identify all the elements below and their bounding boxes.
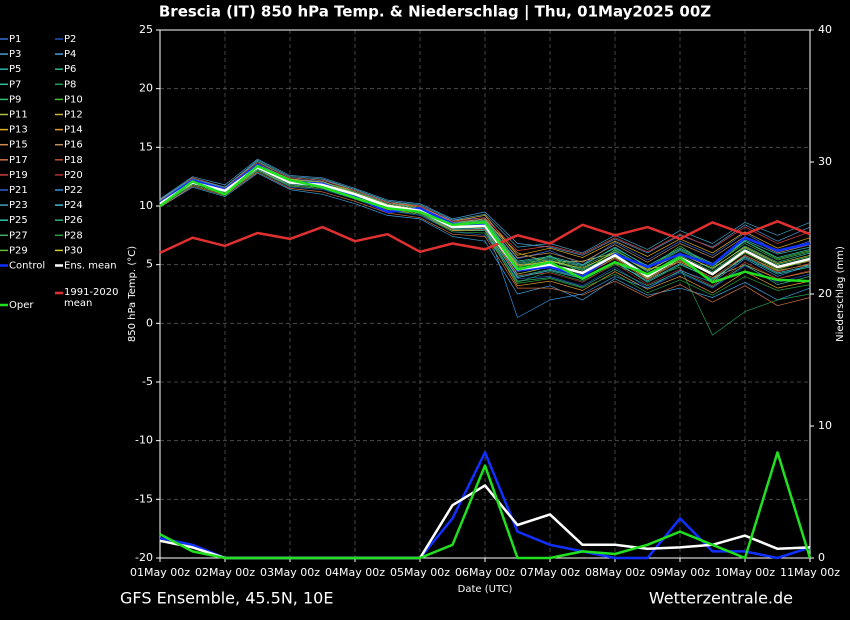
y2-axis-label: Niederschlag (mm) [835,246,846,342]
x-tick-label: 06May 00z [455,566,515,579]
temp-line [159,162,811,255]
x-tick-label: 02May 00z [195,566,255,579]
footer-right: Wetterzentrale.de [649,589,793,608]
y-tick-label: 0 [146,316,153,329]
y-tick-label: 5 [146,258,153,271]
legend-label: P22 [64,185,83,196]
legend-label: P30 [64,245,83,256]
temp-line [159,168,811,287]
y-tick-label: -5 [142,375,153,388]
temp-line [159,170,811,296]
legend-label: P20 [64,170,83,181]
legend-label: P25 [9,215,28,226]
y2-tick-label: 0 [818,551,825,564]
y-tick-label: 25 [139,23,153,36]
chart-title: Brescia (IT) 850 hPa Temp. & Niederschla… [159,3,711,22]
legend-label: P1 [9,34,21,45]
temp-line [159,166,811,278]
temp-line [159,172,811,301]
legend-label: P16 [64,140,83,151]
y2-tick-label: 30 [818,155,832,168]
legend-label: P6 [64,64,76,75]
x-axis-label: Date (UTC) [458,584,513,595]
legend-label: P4 [64,49,76,60]
legend-label: P2 [64,34,76,45]
legend-label: 1991-2020 mean [64,287,119,309]
temp-line [159,169,811,288]
footer-left: GFS Ensemble, 45.5N, 10E [120,589,333,608]
y-tick-label: -20 [135,551,153,564]
y2-tick-label: 40 [818,23,832,36]
legend-label: P15 [9,140,28,151]
y-axis-label: 850 hPa Temp. (°C) [127,246,138,342]
y-tick-label: 15 [139,140,153,153]
legend-label: P7 [9,79,21,90]
legend-label: P29 [9,245,28,256]
y2-tick-label: 10 [818,419,832,432]
legend-label: P9 [9,94,21,105]
legend-label: P10 [64,94,83,105]
temp-line [159,220,811,255]
y2-tick-label: 20 [818,287,832,300]
y-tick-label: 10 [139,199,153,212]
legend-label: P12 [64,110,83,121]
legend-label: Ens. mean [64,261,117,272]
legend-label: P5 [9,64,21,75]
legend-label: P21 [9,185,28,196]
legend-label: P8 [64,79,76,90]
legend-label: P17 [9,155,28,166]
precip-line [159,451,812,560]
legend-label: P26 [64,215,83,226]
x-tick-label: 09May 00z [650,566,710,579]
legend-label: Control [9,261,45,272]
legend-label: P24 [64,200,83,211]
x-tick-label: 04May 00z [325,566,385,579]
x-tick-label: 08May 00z [585,566,645,579]
legend-label: P27 [9,230,28,241]
legend-label: P14 [64,125,83,136]
legend-label: P3 [9,49,21,60]
legend-label-box: 1991-2020 mean [64,287,119,309]
temp-line [159,163,811,263]
legend-label: P23 [9,200,28,211]
legend-label: P19 [9,170,28,181]
x-tick-label: 05May 00z [390,566,450,579]
temp-line [159,171,811,307]
legend-label: P28 [64,230,83,241]
temp-line [159,159,811,254]
y-tick-label: -15 [135,492,153,505]
x-tick-label: 07May 00z [520,566,580,579]
temp-line [159,164,811,284]
x-tick-label: 10May 00z [715,566,775,579]
y-tick-label: -10 [135,434,153,447]
legend-label: P13 [9,125,28,136]
x-tick-label: 01May 00z [130,566,190,579]
legend-label: P18 [64,155,83,166]
y-tick-label: 20 [139,82,153,95]
legend-label: P11 [9,110,28,121]
x-tick-label: 11May 00z [780,566,840,579]
x-tick-label: 03May 00z [260,566,320,579]
legend-label: Oper [9,300,34,311]
